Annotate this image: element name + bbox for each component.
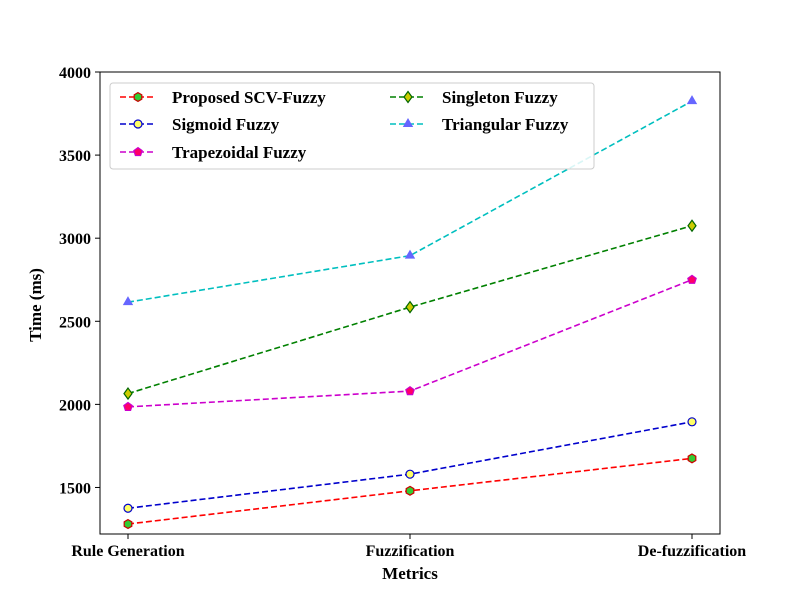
legend-marker (133, 119, 143, 129)
legend-marker (133, 91, 143, 103)
series-triangular-fuzzy (122, 95, 698, 306)
series-sigmoid-fuzzy (123, 417, 697, 513)
y-tick-label: 2000 (59, 397, 91, 414)
y-axis: 1500 2000 2500 3000 3500 4000 (59, 65, 100, 497)
legend: Proposed SCV-Fuzzy Sigmoid Fuzzy Trapezoid… (109, 82, 595, 170)
legend-label: Proposed SCV-Fuzzy (172, 88, 326, 107)
legend-item: Proposed SCV-Fuzzy (120, 88, 326, 107)
data-point (687, 219, 697, 233)
y-tick-label: 4000 (59, 65, 91, 82)
data-point (687, 274, 697, 284)
x-tick-label: Fuzzification (366, 543, 455, 560)
y-tick-label: 3000 (59, 231, 91, 248)
data-point (686, 95, 698, 105)
data-point (405, 385, 415, 396)
legend-label: Singleton Fuzzy (442, 88, 558, 107)
x-tick-label: Rule Generation (71, 543, 184, 560)
y-axis-label: Time (ms) (26, 268, 45, 342)
data-point (123, 387, 133, 401)
data-point (405, 469, 415, 479)
legend-label: Trapezoidal Fuzzy (172, 143, 307, 162)
legend-label: Sigmoid Fuzzy (172, 115, 280, 134)
y-tick-label: 3500 (59, 148, 91, 165)
legend-item: Triangular Fuzzy (390, 115, 569, 134)
data-point (404, 249, 416, 259)
series-proposed-scv-fuzzy (123, 453, 697, 530)
series-line (127, 224, 693, 395)
legend-label: Triangular Fuzzy (442, 115, 569, 134)
plot-area (99, 71, 721, 535)
legend-marker (402, 118, 414, 128)
x-tick-label: De-fuzzification (638, 543, 747, 560)
x-axis: Rule Generation Fuzzification De-fuzzifica… (71, 534, 746, 560)
data-point (405, 300, 415, 314)
y-tick-label: 2500 (59, 314, 91, 331)
legend-box (109, 82, 595, 170)
data-point (687, 453, 697, 464)
data-point (122, 296, 134, 306)
series-line (127, 100, 693, 303)
data-point (123, 401, 133, 412)
legend-item: Trapezoidal Fuzzy (120, 143, 307, 162)
legend-marker (133, 146, 143, 157)
x-axis-label: Metrics (382, 564, 438, 583)
data-point (687, 417, 697, 427)
data-point (123, 518, 133, 530)
data-point (405, 485, 415, 496)
legend-marker (403, 90, 413, 104)
legend-item: Singleton Fuzzy (390, 88, 558, 107)
series-singleton-fuzzy (123, 219, 697, 401)
series-trapezoidal-fuzzy (123, 274, 697, 412)
y-tick-label: 1500 (59, 480, 91, 497)
data-point (123, 503, 133, 513)
legend-item: Sigmoid Fuzzy (120, 115, 280, 134)
